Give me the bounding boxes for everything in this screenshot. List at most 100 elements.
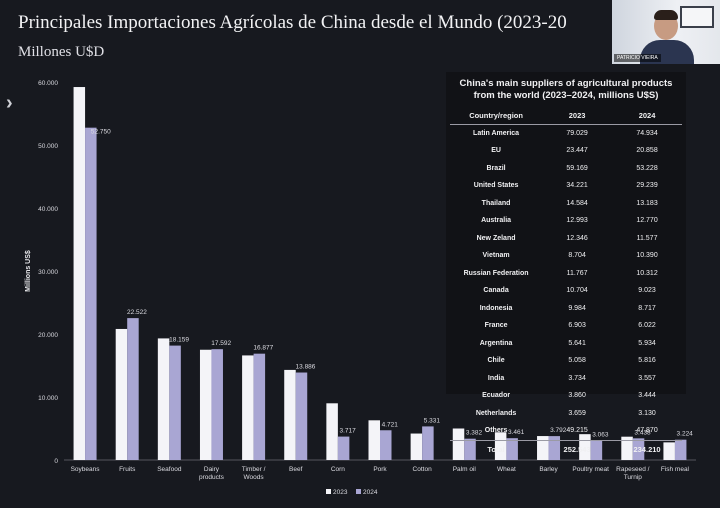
country-cell: Thailand <box>481 199 511 207</box>
table-total-row: Total 252.543 234.210 <box>450 440 682 459</box>
table-row: Argentina 5.641 5.934 <box>450 335 682 353</box>
table-row: Others 49.215 47.870 <box>450 423 682 441</box>
y-tick-label: 20.000 <box>38 332 58 339</box>
value-2023-cell: 5.058 <box>568 357 586 365</box>
bar-2023 <box>410 433 423 460</box>
x-tick-label: Beef <box>289 466 303 473</box>
value-2023-cell: 23.447 <box>566 147 588 155</box>
country-cell: Canada <box>483 287 509 295</box>
data-label-2024: 13.886 <box>296 364 316 371</box>
data-label-2024: 3.224 <box>677 431 694 438</box>
bar-2024 <box>169 345 181 460</box>
value-2023-cell: 8.704 <box>568 252 586 260</box>
bar-2024 <box>253 353 266 460</box>
value-2024-cell: 74.934 <box>636 129 658 137</box>
bar-2023 <box>284 369 296 460</box>
value-2024-cell: 3.557 <box>638 374 656 382</box>
bar-2024 <box>85 127 97 461</box>
value-2024-cell: 12.770 <box>636 217 658 225</box>
value-2023-cell: 3.860 <box>568 392 586 400</box>
participant-video[interactable]: PATRICIO VIEIRA <box>612 0 720 64</box>
data-label-2024: 16.877 <box>253 345 273 352</box>
table-row: Vietnam 8.704 10.390 <box>450 248 682 266</box>
data-label-2024: 3.461 <box>508 429 525 436</box>
country-cell: Russian Federation <box>463 269 529 277</box>
value-2024-cell: 10.312 <box>636 269 658 277</box>
data-label-2024: 17.592 <box>211 340 231 347</box>
y-tick-label: 60.000 <box>38 80 58 87</box>
value-2023-cell: 59.169 <box>566 164 588 172</box>
legend-label-2024: 2024 <box>363 489 378 496</box>
country-cell: Vietnam <box>482 252 510 260</box>
value-2024-cell: 8.717 <box>638 304 656 312</box>
bar-2023 <box>115 328 128 460</box>
table-row: New Zeland 12.346 11.577 <box>450 230 682 248</box>
table-row: Brazil 59.169 53.228 <box>450 160 682 178</box>
country-cell: France <box>484 322 508 330</box>
x-tick-label: Turnip <box>624 474 643 481</box>
x-tick-label: Soybeans <box>71 466 101 473</box>
country-cell: Argentina <box>479 339 513 347</box>
value-2024-cell: 53.228 <box>636 164 658 172</box>
value-2024-cell: 11.577 <box>636 234 658 242</box>
value-2023-cell: 12.346 <box>566 234 588 242</box>
data-label-2024: 3.717 <box>339 428 356 435</box>
value-2023-cell: 34.221 <box>566 182 588 190</box>
value-2023-cell: 9.984 <box>568 304 586 312</box>
value-2024-cell: 9.023 <box>638 287 656 295</box>
x-tick-label: products <box>199 474 225 481</box>
bar-2023 <box>157 338 170 460</box>
table-row: Netherlands 3.659 3.130 <box>450 405 682 423</box>
country-cell: Netherlands <box>475 409 517 417</box>
country-cell: EU <box>491 147 501 155</box>
table-row: United States 34.221 29.239 <box>450 178 682 196</box>
table-header-row: Country/region 2023 2024 <box>450 106 682 125</box>
x-tick-label: Corn <box>331 466 345 473</box>
table-row: Russian Federation 11.767 10.312 <box>450 265 682 283</box>
suppliers-table: Country/region 2023 2024 Latin America 79… <box>450 106 682 459</box>
bar-2024 <box>337 436 350 460</box>
country-cell: Australia <box>481 217 512 225</box>
value-2024-cell: 20.858 <box>636 147 658 155</box>
person-hair <box>654 10 678 20</box>
bar-2023 <box>326 403 338 460</box>
bar-2024 <box>422 426 434 460</box>
table-row: Australia 12.993 12.770 <box>450 213 682 231</box>
suppliers-table-panel: China's main suppliers of agricultural p… <box>446 72 686 459</box>
suppliers-table-title: China's main suppliers of agricultural p… <box>459 78 673 101</box>
table-row: Thailand 14.584 13.183 <box>450 195 682 213</box>
y-tick-label: 40.000 <box>38 206 58 213</box>
chevron-right-icon[interactable]: › <box>6 92 13 114</box>
x-tick-label: Woods <box>244 474 265 481</box>
value-2023-cell: 6.903 <box>568 322 586 330</box>
slide-title: Principales Importaciones Agrícolas de C… <box>18 12 567 33</box>
data-label-2024: 3.063 <box>592 432 609 439</box>
value-2023-cell: 49.215 <box>566 427 588 435</box>
table-row: Chile 5.058 5.816 <box>450 353 682 371</box>
data-label-2024: 22.522 <box>127 309 147 316</box>
bar-2024 <box>127 318 139 460</box>
country-cell: Others <box>484 427 508 435</box>
country-cell: Latin America <box>473 129 520 137</box>
x-tick-label: Cotton <box>413 466 433 473</box>
total-cell: Total <box>450 440 543 459</box>
legend-swatch-2023 <box>326 489 331 494</box>
value-2024-cell: 5.934 <box>638 339 656 347</box>
table-row: France 6.903 6.022 <box>450 318 682 336</box>
value-2023-cell: 5.641 <box>568 339 586 347</box>
bar-2023 <box>199 349 212 460</box>
country-cell: Ecuador <box>482 392 511 400</box>
value-2023-cell: 79.029 <box>566 129 588 137</box>
bar-2023 <box>242 355 254 460</box>
x-tick-label: Barley <box>539 466 558 473</box>
bar-2023 <box>368 420 380 460</box>
value-2024-cell: 47.870 <box>636 427 658 435</box>
y-tick-label: 10.000 <box>38 395 58 402</box>
value-2023-cell: 14.584 <box>566 199 588 207</box>
participant-name: PATRICIO VIEIRA <box>614 54 661 62</box>
x-tick-label: Fruits <box>119 466 136 473</box>
slide-subtitle: Millones U$D <box>18 44 105 60</box>
data-label-2024: 3.382 <box>466 430 483 437</box>
bar-2024 <box>211 349 223 460</box>
value-2024-cell: 3.130 <box>638 409 656 417</box>
